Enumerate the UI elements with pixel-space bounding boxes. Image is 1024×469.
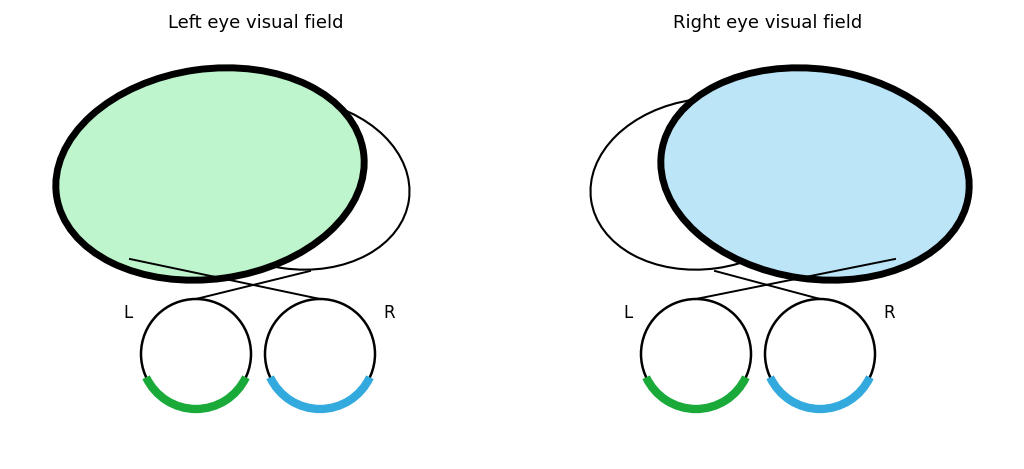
Ellipse shape (660, 68, 969, 280)
Text: L: L (124, 304, 133, 322)
Ellipse shape (591, 98, 819, 270)
Text: R: R (883, 304, 895, 322)
Text: Right eye visual field: Right eye visual field (674, 14, 862, 32)
Ellipse shape (56, 68, 365, 280)
Text: R: R (383, 304, 394, 322)
Ellipse shape (180, 98, 410, 270)
Text: L: L (624, 304, 633, 322)
Text: Left eye visual field: Left eye visual field (168, 14, 344, 32)
